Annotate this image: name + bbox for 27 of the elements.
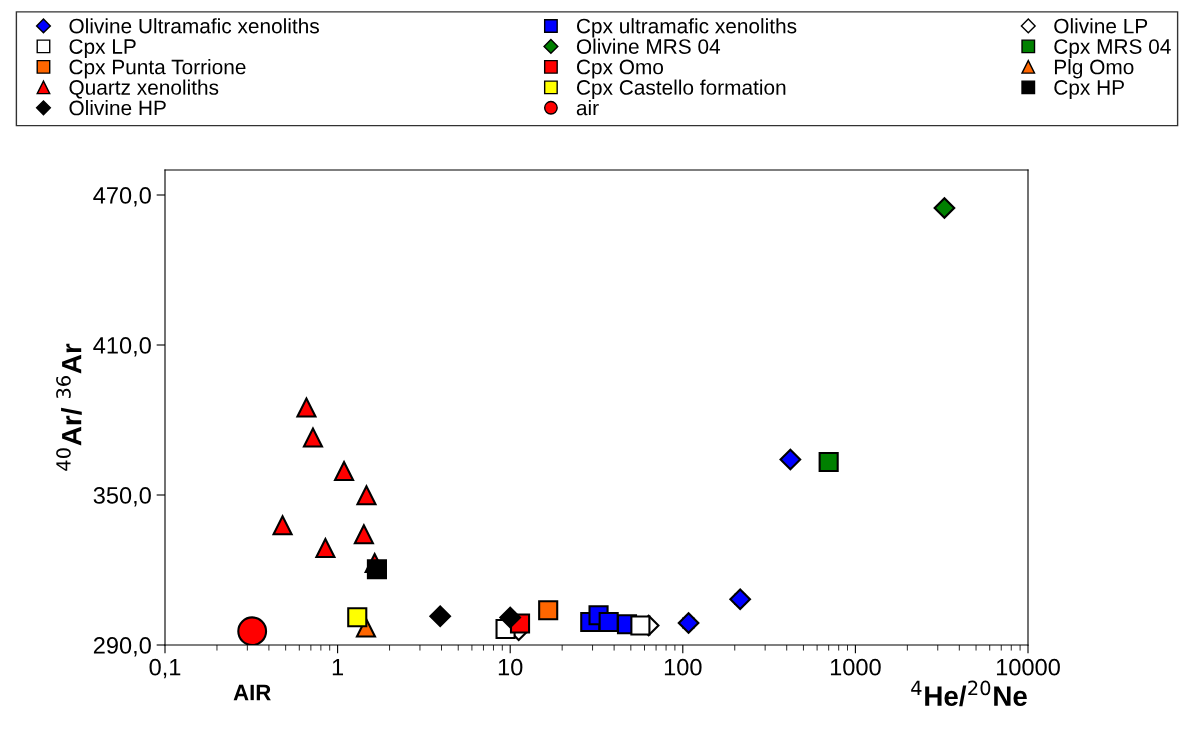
legend-label: Olivine HP [69, 99, 166, 116]
legend-label: Olivine LP [1054, 18, 1148, 34]
legend-label: Olivine MRS 04 [576, 38, 721, 54]
x-tick-label: 1 [332, 659, 344, 676]
x-tick-label: 100 [664, 658, 702, 676]
y-axis-title: $^{40}$Ar/ $^{36}$Ar [56, 343, 82, 471]
annotation: AIR [233, 684, 271, 701]
x-tick-label: 10000 [996, 658, 1060, 676]
legend-label: Quartz xenoliths [69, 79, 219, 99]
legend-label: Cpx LP [69, 39, 136, 59]
legend-label: Olivine Ultramafic xenoliths [69, 18, 319, 34]
legend-label: air [576, 99, 599, 116]
y-tick-label: 290,0 [93, 637, 151, 657]
legend-label: Plg Omo [1054, 59, 1134, 79]
y-tick-label: 410,0 [93, 337, 151, 357]
legend-label: Cpx HP [1054, 80, 1124, 99]
x-axis-title: $^{4}$He/$^{20}$Ne [911, 680, 1027, 707]
legend-label: Cpx Punta Torrione [69, 59, 246, 79]
y-tick-label: 470,0 [93, 187, 151, 207]
x-tick-label: 0,1 [149, 658, 181, 679]
legend-label: Cpx Castello formation [576, 79, 786, 99]
legend-label: Cpx ultramafic xenoliths [576, 18, 797, 38]
legend-label: Cpx Omo [576, 59, 664, 79]
x-tick-label: 10 [498, 658, 523, 676]
y-tick-label: 350,0 [93, 487, 151, 507]
x-tick-label: 1000 [830, 658, 881, 676]
legend-label: Cpx MRS 04 [1054, 39, 1171, 59]
